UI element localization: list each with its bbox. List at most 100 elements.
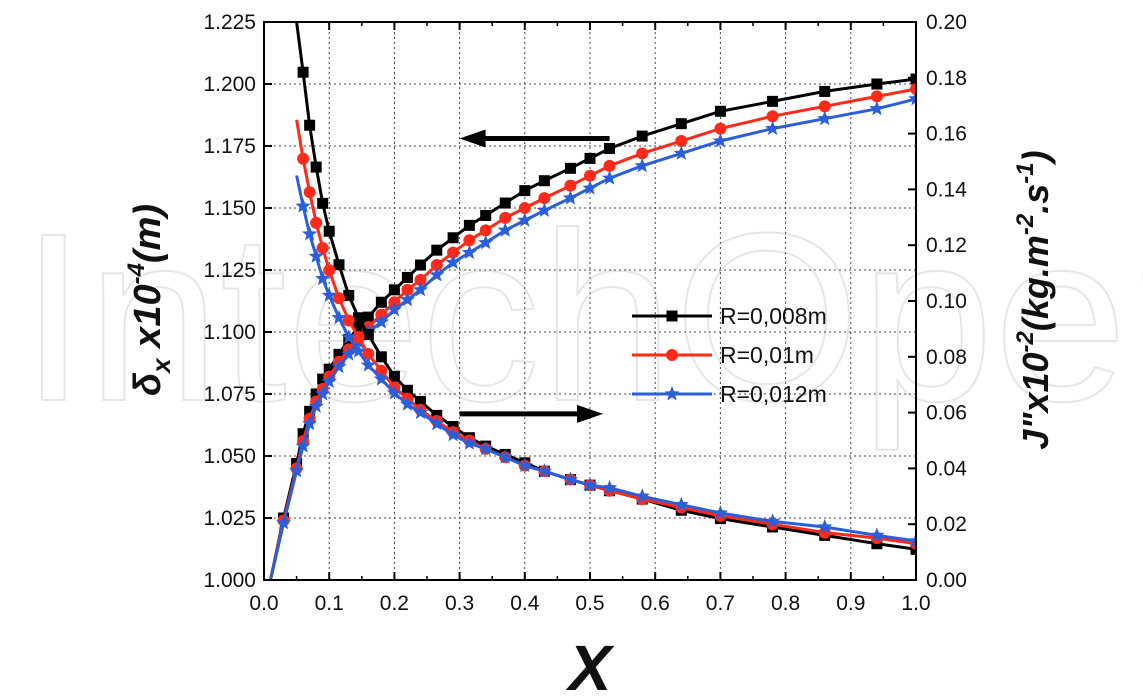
data-point	[497, 222, 513, 237]
data-point	[499, 211, 512, 224]
data-point	[323, 264, 336, 277]
x-tick-label: 0.3	[445, 592, 474, 615]
data-point	[430, 259, 443, 272]
data-point	[869, 527, 885, 542]
x-tick-label: 0.0	[249, 592, 278, 615]
data-point	[517, 212, 533, 227]
data-point	[817, 110, 833, 126]
y-left-axis-label: δx x10-4(m)	[123, 204, 176, 396]
y-right-tick-label: 0.04	[926, 457, 967, 480]
data-point	[536, 202, 552, 217]
data-point	[333, 259, 345, 271]
data-point	[315, 386, 331, 401]
data-point	[447, 246, 460, 259]
data-point	[297, 152, 310, 165]
data-point	[331, 358, 347, 374]
data-point	[538, 192, 551, 205]
data-point	[360, 357, 376, 372]
y-right-axis-label: J"x10-2(kg.m-2.s-1)	[1012, 150, 1056, 449]
data-point	[634, 488, 650, 503]
data-point	[675, 135, 688, 148]
data-point	[636, 130, 648, 142]
data-point	[479, 224, 492, 237]
data-point	[582, 477, 598, 492]
data-point	[673, 145, 689, 160]
data-point	[603, 159, 616, 172]
data-point	[429, 267, 445, 282]
data-point	[401, 283, 414, 296]
x-tick-label: 0.2	[380, 592, 409, 615]
x-tick-label: 0.6	[641, 592, 670, 615]
data-point	[304, 405, 316, 417]
legend-marker	[666, 349, 678, 361]
y-right-tick-label: 0.10	[926, 290, 967, 313]
y-left-tick-label: 1.125	[203, 259, 256, 282]
y-right-tick-label: 0.12	[926, 234, 967, 257]
data-point	[302, 415, 318, 431]
data-point	[584, 169, 596, 182]
data-point	[478, 440, 494, 456]
data-point	[497, 449, 513, 464]
data-point	[308, 248, 324, 263]
data-point	[634, 157, 650, 173]
data-point	[767, 95, 779, 107]
data-point	[675, 118, 687, 130]
data-point	[317, 197, 329, 209]
y-left-tick-label: 1.075	[203, 383, 256, 406]
data-point	[350, 343, 367, 358]
data-point	[673, 496, 689, 512]
data-point	[362, 348, 375, 361]
data-point	[323, 363, 335, 375]
data-point	[536, 463, 552, 478]
data-point	[333, 348, 345, 360]
axes: 0.0 0.1 0.2 0.3 0.4 0.5 0.6 0.7 0.8 0.9 1.0 1.000 1.…	[203, 11, 967, 615]
data-point	[765, 513, 781, 528]
data-point	[819, 85, 831, 97]
data-point	[315, 270, 331, 286]
data-point	[388, 370, 400, 382]
y-left-tick-label: 1.175	[203, 135, 256, 158]
x-tick-label: 0.1	[315, 592, 344, 615]
data-point	[461, 244, 477, 260]
data-point	[321, 373, 337, 389]
y-right-tick-label: 0.06	[926, 402, 967, 425]
y-left-tick-label: 1.050	[203, 445, 256, 468]
data-point	[412, 281, 429, 297]
data-point	[538, 175, 550, 187]
data-point	[910, 82, 916, 95]
data-point	[302, 226, 318, 241]
legend-label: R=0,012m	[720, 381, 827, 407]
data-point	[712, 133, 728, 148]
x-tick-label: 0.8	[771, 592, 800, 615]
data-point	[414, 273, 427, 286]
data-point	[463, 234, 476, 247]
data-point	[564, 162, 576, 174]
y-right-tick-label: 0.08	[926, 346, 967, 369]
y-left-tick-label: 1.025	[203, 507, 256, 530]
data-point	[480, 209, 492, 221]
data-point	[321, 287, 337, 302]
x-tick-label: 0.9	[836, 592, 865, 615]
data-point	[295, 198, 311, 213]
data-point	[375, 296, 387, 308]
data-point	[910, 73, 916, 85]
y-right-tick-label: 0.14	[926, 178, 967, 201]
data-point	[478, 234, 494, 250]
data-point	[316, 241, 329, 254]
y-left-tick-label: 1.150	[203, 197, 256, 220]
data-point	[414, 395, 426, 407]
data-point	[297, 428, 309, 440]
data-point	[817, 519, 833, 534]
data-point	[636, 147, 649, 160]
data-point	[517, 457, 533, 473]
data-point	[303, 186, 316, 199]
data-point	[310, 216, 323, 229]
data-point	[362, 328, 374, 340]
data-point	[289, 462, 305, 478]
x-tick-label: 0.5	[575, 592, 604, 615]
series-flux-star	[295, 175, 916, 548]
data-point	[332, 292, 345, 305]
data-point	[276, 515, 292, 530]
data-point	[463, 219, 475, 231]
